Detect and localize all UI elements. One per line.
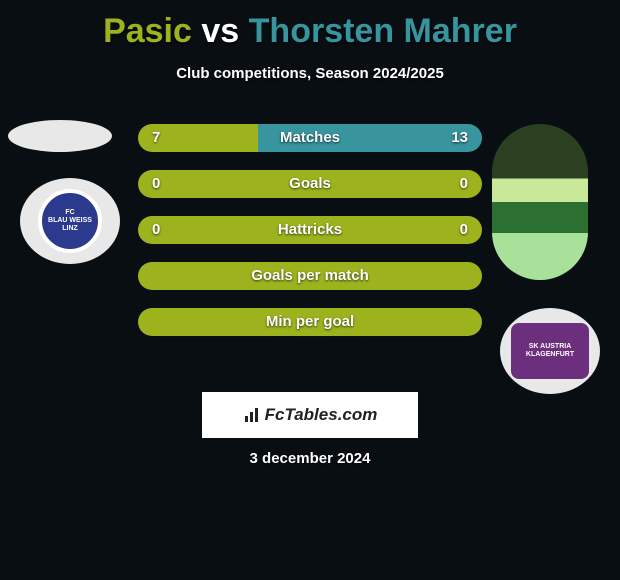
comparison-bars: Matches713Goals00Hattricks00Goals per ma… bbox=[138, 124, 482, 354]
bar-label: Goals per match bbox=[138, 262, 482, 290]
comparison-title: Pasic vs Thorsten Mahrer bbox=[0, 0, 620, 51]
player1-club-badge: FC BLAU WEISS LINZ bbox=[20, 178, 120, 264]
bar-value-p1: 0 bbox=[152, 216, 160, 244]
footer-text: FcTables.com bbox=[265, 405, 378, 425]
subtitle: Club competitions, Season 2024/2025 bbox=[0, 65, 620, 82]
bar-row: Hattricks0 0 bbox=[138, 216, 482, 244]
club-left-logo: FC BLAU WEISS LINZ bbox=[38, 189, 102, 253]
bar-value-p2: 0 bbox=[460, 170, 468, 198]
bar-label: Hattricks bbox=[138, 216, 482, 244]
bar-label: Goals bbox=[138, 170, 482, 198]
club-right-line1: SK AUSTRIA bbox=[529, 343, 572, 351]
player1-name: Pasic bbox=[103, 12, 192, 50]
bar-label: Matches bbox=[138, 124, 482, 152]
club-right-line2: KLAGENFURT bbox=[526, 351, 574, 359]
player1-photo bbox=[8, 120, 112, 152]
bar-row: Goals per match bbox=[138, 262, 482, 290]
bar-value-p2: 0 bbox=[460, 216, 468, 244]
bar-value-p1: 0 bbox=[152, 170, 160, 198]
chart-icon bbox=[243, 406, 261, 424]
bar-label: Min per goal bbox=[138, 308, 482, 336]
player2-club-badge: SK AUSTRIA KLAGENFURT bbox=[500, 308, 600, 394]
club-left-line1: FC bbox=[65, 209, 74, 217]
bar-row: Matches7 13 bbox=[138, 124, 482, 152]
club-left-line2: BLAU WEISS bbox=[48, 217, 92, 225]
club-right-logo: SK AUSTRIA KLAGENFURT bbox=[511, 323, 589, 379]
footer-attribution: FcTables.com bbox=[202, 392, 418, 438]
bar-row: Min per goal bbox=[138, 308, 482, 336]
bar-row: Goals0 0 bbox=[138, 170, 482, 198]
player2-photo bbox=[492, 124, 588, 280]
bar-value-p2: 13 bbox=[451, 124, 468, 152]
vs-text: vs bbox=[201, 12, 239, 50]
player2-name: Thorsten Mahrer bbox=[249, 12, 517, 50]
date-text: 3 december 2024 bbox=[0, 450, 620, 467]
bar-value-p1: 7 bbox=[152, 124, 160, 152]
club-left-line3: LINZ bbox=[62, 225, 78, 233]
